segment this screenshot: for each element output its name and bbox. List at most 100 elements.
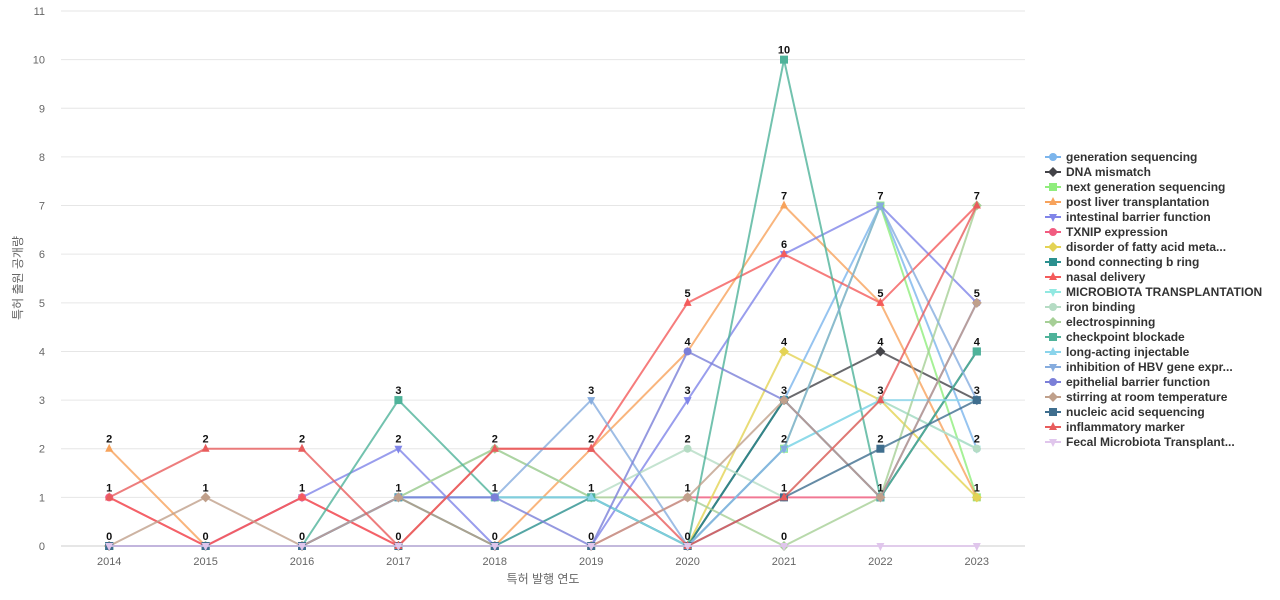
series-line	[108, 204, 978, 547]
y-tick-label: 2	[39, 444, 45, 456]
y-axis-ticks: 0 1 2 3 4 5 6 7 8 9 10 11	[33, 6, 45, 553]
x-tick-label: 2020	[675, 556, 699, 568]
legend-item[interactable]: disorder of fatty acid meta...	[1045, 239, 1262, 254]
data-point	[683, 543, 692, 551]
data-point	[1049, 302, 1057, 311]
legend-item[interactable]: Fecal Microbiota Transplant...	[1045, 434, 1262, 449]
legend-item[interactable]: epithelial barrier function	[1045, 374, 1262, 389]
data-label: 4	[781, 336, 788, 348]
x-tick-label: 2019	[579, 556, 603, 568]
data-point	[1048, 316, 1058, 327]
data-label: 2	[106, 434, 112, 446]
legend-symbol-icon	[1045, 346, 1061, 355]
legend-label: epithelial barrier function	[1066, 374, 1211, 389]
legend-item[interactable]: iron binding	[1045, 299, 1262, 314]
data-label: 7	[781, 191, 787, 203]
data-label: 1	[974, 482, 980, 494]
data-point	[972, 444, 981, 453]
data-point	[587, 543, 596, 551]
data-point	[876, 395, 885, 404]
legend-item[interactable]: intestinal barrier function	[1045, 209, 1262, 224]
data-point	[1049, 213, 1057, 222]
legend-symbol-icon	[1045, 332, 1061, 341]
legend-item[interactable]: next generation sequencing	[1045, 179, 1262, 194]
legend-item[interactable]: nucleic acid sequencing	[1045, 404, 1262, 419]
data-label: 0	[299, 531, 305, 543]
data-label: 5	[974, 288, 980, 300]
data-point	[1049, 346, 1057, 355]
series-line	[109, 204, 978, 547]
data-labels: 2102102103210210321054321010764321075432…	[106, 45, 981, 543]
data-point	[876, 444, 885, 453]
data-label: 1	[588, 482, 594, 494]
data-point	[1049, 407, 1057, 416]
data-label: 2	[299, 434, 305, 446]
data-point	[1049, 182, 1057, 191]
legend-item[interactable]: inflammatory marker	[1045, 419, 1262, 434]
data-point	[972, 347, 981, 356]
data-label: 7	[974, 191, 980, 203]
series-line	[109, 204, 978, 547]
data-label: 2	[781, 434, 787, 446]
legend-item[interactable]: inhibition of HBV gene expr...	[1045, 359, 1262, 374]
x-axis-ticks: 2014 2015 2016 2017 2018 2019 2020 2021 2022 2023	[97, 556, 989, 568]
legend-symbol-icon	[1045, 288, 1061, 297]
data-label: 2	[685, 434, 691, 446]
data-point	[394, 396, 403, 405]
data-label: 3	[877, 385, 883, 397]
data-point	[972, 396, 981, 405]
data-point	[876, 202, 885, 211]
legend-item[interactable]: DNA mismatch	[1045, 164, 1262, 179]
legend-label: inflammatory marker	[1066, 419, 1185, 434]
data-label: 4	[974, 336, 981, 348]
legend-label: disorder of fatty acid meta...	[1066, 239, 1227, 254]
x-tick-label: 2022	[868, 556, 892, 568]
legend-item[interactable]: MICROBIOTA TRANSPLANTATION	[1045, 284, 1262, 299]
data-point	[779, 346, 789, 357]
legend-item[interactable]: electrospinning	[1045, 314, 1262, 329]
legend-label: inhibition of HBV gene expr...	[1066, 359, 1233, 374]
data-point	[1048, 241, 1058, 252]
data-label: 2	[203, 434, 209, 446]
data-point	[201, 443, 210, 452]
data-point	[1049, 377, 1057, 386]
y-tick-label: 6	[39, 249, 45, 261]
data-label: 0	[203, 531, 209, 543]
data-label: 0	[685, 531, 691, 543]
data-point	[490, 443, 499, 452]
data-label: 7	[877, 191, 883, 203]
y-tick-label: 0	[39, 541, 45, 553]
data-point	[1048, 391, 1058, 402]
legend-symbol-icon	[1045, 241, 1061, 252]
legend-item[interactable]: TXNIP expression	[1045, 224, 1262, 239]
legend-item[interactable]: stirring at room temperature	[1045, 389, 1262, 404]
legend-item[interactable]: post liver transplantation	[1045, 194, 1262, 209]
legend-symbol-icon	[1045, 391, 1061, 402]
data-point	[105, 443, 114, 452]
legend-item[interactable]: long-acting injectable	[1045, 344, 1262, 359]
data-point	[683, 397, 692, 406]
data-point	[200, 492, 211, 503]
data-label: 1	[781, 482, 787, 494]
data-point	[683, 297, 692, 306]
legend-item[interactable]: bond connecting b ring	[1045, 254, 1262, 269]
data-label: 0	[588, 531, 594, 543]
data-point	[683, 347, 692, 356]
data-point	[1049, 363, 1057, 372]
legend-symbol-icon	[1045, 152, 1061, 161]
legend-symbol-icon	[1045, 182, 1061, 191]
legend-item[interactable]: generation sequencing	[1045, 149, 1262, 164]
legend-item[interactable]: checkpoint blockade	[1045, 329, 1262, 344]
data-label: 1	[203, 482, 209, 494]
data-point	[780, 249, 788, 258]
legend-item[interactable]: nasal delivery	[1045, 269, 1262, 284]
grid-lines	[61, 10, 1025, 547]
data-point	[490, 493, 499, 502]
legend-symbol-icon	[1045, 271, 1061, 280]
y-tick-label: 1	[39, 492, 45, 504]
series-line	[109, 205, 978, 547]
data-label: 4	[877, 336, 884, 348]
data-label: 3	[974, 385, 980, 397]
data-label: 2	[588, 434, 594, 446]
x-tick-label: 2016	[290, 556, 314, 568]
